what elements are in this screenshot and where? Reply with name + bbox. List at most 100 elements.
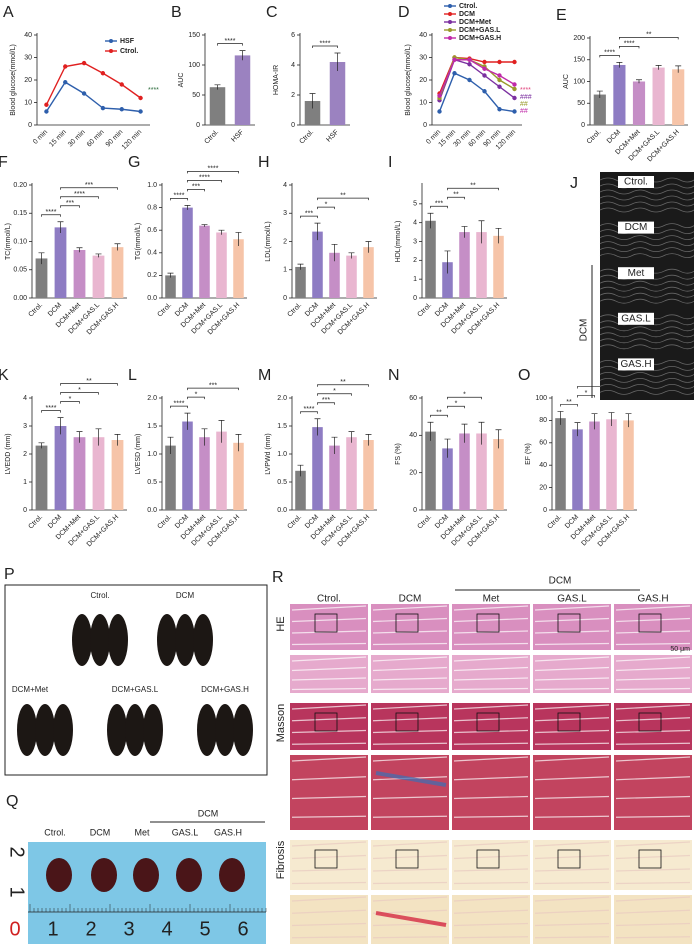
significance-label: **** xyxy=(624,41,635,48)
y-tick-label: 0.10 xyxy=(13,238,27,245)
point xyxy=(482,73,487,78)
significance-bracket xyxy=(41,410,61,413)
significance-bracket xyxy=(187,179,222,183)
mouse xyxy=(197,704,217,756)
echo-label-bg xyxy=(618,221,654,234)
histology-image xyxy=(533,755,611,830)
y-tick-label: 10 xyxy=(24,99,32,106)
point xyxy=(512,109,517,114)
fiber-streak xyxy=(291,642,367,646)
bar xyxy=(304,101,321,125)
error-bar xyxy=(314,418,321,436)
y-tick-label: 20 xyxy=(24,77,32,84)
zoom-box xyxy=(314,849,338,869)
bar xyxy=(589,421,600,510)
legend-label: HSF xyxy=(120,38,135,45)
point xyxy=(437,109,442,114)
y-tick-label: 60 xyxy=(539,440,547,447)
echo-trace xyxy=(599,253,694,258)
fiber-streak xyxy=(534,868,610,872)
significance-bracket xyxy=(187,387,239,391)
significance-label: **** xyxy=(320,40,331,47)
error-bar xyxy=(444,250,451,274)
echo-trace xyxy=(599,378,694,383)
error-bar xyxy=(95,428,102,446)
fiber-streak xyxy=(615,922,691,927)
significance-bracket xyxy=(577,395,595,398)
fiber-streak xyxy=(615,617,691,623)
bar xyxy=(476,433,487,510)
significance-label: ## xyxy=(520,101,528,108)
echo-label: Met xyxy=(628,268,645,279)
fiber-streak xyxy=(372,936,448,939)
x-tick-label: 0 min xyxy=(32,129,49,146)
fiber-streak xyxy=(453,617,529,623)
y-tick-label: 0.6 xyxy=(147,227,157,234)
error-bar xyxy=(218,229,225,235)
panel-letter: R xyxy=(272,569,284,586)
y-tick-label: 40 xyxy=(409,432,417,439)
error-bar xyxy=(334,52,341,71)
zoom-box xyxy=(638,613,662,633)
bar xyxy=(295,266,306,298)
error-bar xyxy=(616,62,623,68)
point xyxy=(512,82,517,87)
series-line xyxy=(438,72,515,113)
significance-label: * xyxy=(585,390,588,397)
fiber-streak xyxy=(291,687,367,691)
fiber-streak xyxy=(453,656,529,662)
fiber-streak xyxy=(534,677,610,681)
bar xyxy=(54,227,67,298)
significance-bracket xyxy=(430,205,448,209)
error-bar xyxy=(184,204,191,210)
bar xyxy=(425,431,436,510)
fiber-streak xyxy=(453,795,529,800)
bar xyxy=(216,232,227,298)
x-tick-label: Ctrol. xyxy=(27,514,44,531)
point xyxy=(467,62,472,67)
x-tick-label: HSF xyxy=(230,129,245,144)
significance-bracket xyxy=(187,170,239,174)
significance-label: **** xyxy=(46,209,57,216)
fiber-streak xyxy=(615,936,691,939)
fiber-streak xyxy=(615,656,691,662)
histology-image xyxy=(371,655,449,693)
significance-label: *** xyxy=(85,182,93,189)
significance-bracket xyxy=(619,46,640,49)
fiber-streak xyxy=(615,881,691,885)
point xyxy=(482,59,487,65)
significance-label: *** xyxy=(66,200,74,207)
error-bar xyxy=(495,429,502,449)
significance-bracket xyxy=(599,55,620,58)
echo-trace xyxy=(599,241,694,246)
bar xyxy=(572,429,583,510)
legend-marker xyxy=(448,28,452,32)
significance-label: **** xyxy=(74,191,85,198)
error-bar xyxy=(76,247,83,253)
photo-label: DCM+Met xyxy=(12,685,49,694)
significance-label: * xyxy=(78,387,81,394)
fiber-streak xyxy=(291,617,367,623)
zoom-box xyxy=(557,849,581,869)
echo-trace xyxy=(599,189,694,195)
y-tick-label: 3 xyxy=(23,423,27,430)
x-tick-label: 120 min xyxy=(121,129,144,152)
y-tick-label: 0.0 xyxy=(277,507,287,514)
significance-bracket xyxy=(619,37,679,40)
legend-marker xyxy=(109,49,113,53)
y-tick-label: 0.0 xyxy=(147,507,157,514)
echo-trace xyxy=(599,344,694,350)
ruler-label: 1 xyxy=(6,886,28,897)
point xyxy=(497,77,502,83)
fiber-streak xyxy=(615,795,691,800)
significance-bracket xyxy=(317,206,335,210)
histology-image xyxy=(614,604,692,650)
significance-label: **** xyxy=(148,87,159,94)
error-bar xyxy=(314,222,321,241)
error-bar xyxy=(574,422,581,437)
fiber-streak xyxy=(615,666,691,672)
fiber-streak xyxy=(453,815,529,818)
y-tick-label: 4 xyxy=(413,220,417,227)
fiber-streak xyxy=(291,841,367,847)
error-bar xyxy=(495,227,502,244)
